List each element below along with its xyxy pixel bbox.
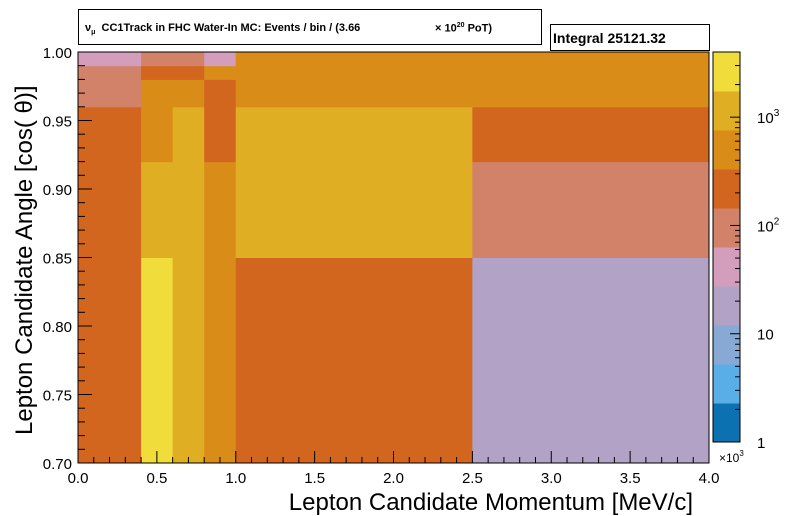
- plot-title-pot: × 1020 PoT): [435, 22, 493, 35]
- heatmap-cell: [141, 106, 174, 163]
- color-scale-bar: [712, 51, 741, 443]
- heatmap-cell: [78, 106, 142, 163]
- x-axis: 0.0 0.5 1.0 1.5 2.0 2.5 3.0 3.5 4.0: [68, 451, 720, 487]
- color-scale-band: [713, 52, 740, 92]
- z-tick-label: 103: [757, 108, 780, 127]
- heatmap-cell: [204, 65, 237, 80]
- heatmap-cell: [78, 79, 142, 108]
- heatmap-cell: [172, 106, 205, 163]
- x-tick-label: 3.5: [620, 470, 641, 487]
- heatmap-cell: [235, 52, 473, 67]
- plot-title: νμ CC1Track in FHC Water-In MC: Events /…: [85, 22, 361, 37]
- heatmap-cell: [172, 79, 205, 108]
- heatmap-cells: [78, 52, 710, 464]
- heatmap-cell: [204, 161, 237, 258]
- heatmap-cell: [472, 65, 710, 80]
- y-tick-label: 1.00: [43, 45, 72, 62]
- integral-stats-box: Integral 25121.32: [550, 24, 710, 51]
- heatmap-cell: [235, 161, 473, 258]
- heatmap-cell: [78, 257, 142, 464]
- color-scale-band: [713, 169, 740, 209]
- heatmap-cell: [141, 161, 174, 258]
- heatmap-cell: [141, 65, 174, 80]
- x-tick-label: 0.0: [68, 470, 89, 487]
- y-axis-label: Lepton Candidate Angle [cos( θ)]: [11, 85, 38, 435]
- color-scale-frame: [712, 51, 741, 443]
- x-tick-label: 2.0: [383, 470, 404, 487]
- color-scale-band: [713, 91, 740, 131]
- heatmap-cell: [472, 106, 710, 163]
- x-tick-label: 1.0: [225, 470, 246, 487]
- heatmap-cell: [141, 257, 174, 464]
- heatmap-cell: [235, 65, 473, 80]
- z-tick-label: 1: [757, 435, 765, 452]
- heatmap-cell: [204, 52, 237, 67]
- heatmap-cell: [204, 257, 237, 464]
- plot-title-box: νμ CC1Track in FHC Water-In MC: Events /…: [78, 9, 542, 45]
- x-tick-label: 0.5: [146, 470, 167, 487]
- y-axis: 0.70 0.75 0.80 0.85 0.90 0.95 1.00: [43, 45, 92, 473]
- x-tick-label: 3.0: [541, 470, 562, 487]
- color-scale-band: [713, 325, 740, 365]
- color-scale-band: [713, 286, 740, 326]
- color-scale-band: [713, 208, 740, 248]
- y-tick-label: 0.90: [43, 182, 72, 199]
- x-axis-multiplier: ×103: [719, 449, 744, 465]
- heatmap-cell: [235, 257, 473, 464]
- heatmap-cell: [172, 257, 205, 464]
- z-tick-exponent: 2: [774, 216, 780, 227]
- y-tick-label: 0.70: [43, 456, 72, 473]
- y-tick-label: 0.75: [43, 388, 72, 405]
- x-tick-label: 2.5: [462, 470, 483, 487]
- heatmap-cell: [472, 161, 710, 258]
- heatmap-cell: [472, 52, 710, 67]
- heatmap-cell: [172, 161, 205, 258]
- x-tick-label: 1.5: [304, 470, 325, 487]
- heatmap-cell: [141, 79, 174, 108]
- heatmap-cell: [78, 161, 142, 258]
- heatmap-cell: [204, 106, 237, 163]
- y-tick-label: 0.85: [43, 251, 72, 268]
- y-tick-label: 0.80: [43, 319, 72, 336]
- heatmap-cell: [235, 106, 473, 163]
- heatmap-cell: [78, 65, 142, 80]
- heatmap-cell: [235, 79, 473, 108]
- heatmap-cell: [172, 65, 205, 80]
- z-tick-exponent: 3: [774, 108, 780, 119]
- color-scale-band: [713, 364, 740, 404]
- heatmap-cell: [141, 52, 174, 67]
- x-axis-label: Lepton Candidate Momentum [MeV/c]: [289, 489, 693, 516]
- y-tick-label: 0.95: [43, 114, 72, 131]
- color-scale-band: [713, 247, 740, 287]
- z-tick-label: 10: [757, 327, 774, 344]
- heatmap-cell: [172, 52, 205, 67]
- z-tick-label: 102: [757, 216, 780, 235]
- heatmap-cell: [472, 79, 710, 108]
- x-tick-label: 4.0: [699, 470, 720, 487]
- heatmap-cell: [204, 79, 237, 108]
- heatmap-cell: [472, 257, 710, 464]
- heatmap-cell: [78, 52, 142, 67]
